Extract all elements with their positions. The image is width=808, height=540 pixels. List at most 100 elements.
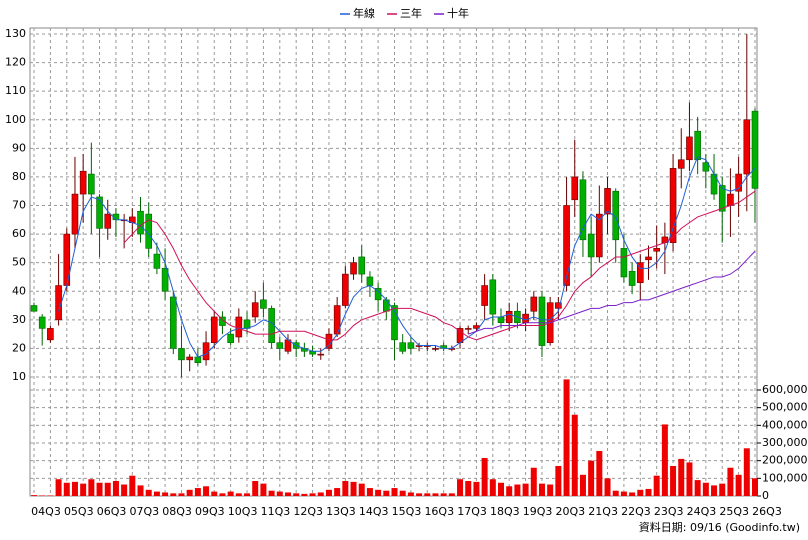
y2-tick-label: 200,000 — [762, 454, 808, 467]
volume-bar — [276, 491, 283, 496]
volume-bar — [39, 495, 46, 496]
candle-body — [194, 356, 202, 364]
x-tick-label: 23Q3 — [654, 505, 684, 518]
volume-bar — [629, 492, 636, 496]
candle-body — [186, 356, 193, 361]
volume-bar — [129, 475, 136, 496]
x-tick-label: 20Q3 — [556, 505, 586, 518]
volume-bar — [244, 493, 251, 496]
candle-body — [563, 205, 570, 286]
volume-bar — [366, 488, 373, 496]
y-tick-label: 130 — [5, 27, 26, 40]
candle-body — [456, 328, 464, 343]
volume-bar — [268, 490, 275, 496]
volume-bar — [391, 488, 398, 496]
volume-bar — [227, 491, 234, 496]
volume-bar — [325, 489, 332, 496]
x-tick-label: 09Q3 — [195, 505, 225, 518]
candle-body — [718, 185, 726, 212]
volume-bar — [219, 493, 226, 496]
candle-body — [653, 248, 660, 252]
y-tick-label: 70 — [12, 199, 26, 212]
volume-bar — [375, 489, 382, 496]
volume-bar — [55, 479, 62, 496]
volume-bar — [178, 493, 185, 496]
candle-body — [432, 348, 439, 350]
x-tick-label: 11Q3 — [261, 505, 291, 518]
y-tick-label: 30 — [12, 313, 26, 326]
y-tick-label: 100 — [5, 113, 26, 126]
volume-bar — [547, 484, 554, 496]
candle-body — [358, 256, 366, 275]
volume-bar — [137, 485, 144, 496]
candle-body — [702, 162, 710, 172]
x-tick-label: 08Q3 — [162, 505, 192, 518]
volume-bar — [498, 482, 505, 496]
legend-label: 十年 — [447, 6, 469, 20]
volume-bar — [571, 414, 578, 496]
volume-bar — [686, 462, 693, 496]
x-tick-label: 07Q3 — [129, 505, 159, 518]
candle-body — [522, 313, 529, 323]
y-tick-label: 20 — [12, 341, 26, 354]
volume-bar — [252, 480, 259, 496]
volume-bar — [424, 493, 431, 496]
volume-bar — [489, 479, 496, 496]
volume-bar — [334, 488, 341, 496]
candle-body — [153, 253, 161, 269]
candle-body — [79, 170, 87, 195]
candle-body — [530, 296, 538, 312]
y-tick-label: 120 — [5, 56, 26, 69]
candle-body — [30, 305, 38, 312]
y-tick-label: 40 — [12, 284, 26, 297]
candle-body — [243, 319, 251, 329]
volume-bar — [637, 489, 644, 496]
y-tick-label: 50 — [12, 256, 26, 269]
candle-body — [497, 316, 505, 323]
volume-bar — [399, 490, 406, 496]
volume-bar — [727, 467, 734, 496]
x-tick-label: 04Q3 — [31, 505, 61, 518]
volume-bar — [653, 475, 660, 496]
volume-bar — [383, 490, 390, 496]
legend-label: 三年 — [400, 6, 422, 20]
x-tick-label: 05Q3 — [64, 505, 94, 518]
volume-bar — [645, 488, 652, 496]
y-tick-label: 80 — [12, 170, 26, 183]
candle-body — [645, 256, 652, 261]
candle-body — [620, 248, 628, 278]
candle-body — [104, 213, 112, 229]
x-tick-label: 13Q3 — [326, 505, 356, 518]
volume-bar — [317, 492, 324, 496]
y2-tick-label: 600,000 — [762, 383, 808, 396]
x-tick-label: 26Q3 — [752, 505, 782, 518]
candle-body — [350, 262, 357, 275]
candle-body — [260, 299, 267, 309]
volume-bar — [284, 492, 291, 496]
volume-bar — [694, 480, 701, 496]
volume-bar — [612, 490, 619, 496]
volume-bar — [473, 481, 480, 496]
legend-label: 年線 — [353, 6, 375, 20]
volume-bar — [719, 483, 726, 496]
volume-bar — [514, 484, 521, 496]
candle-body — [47, 328, 54, 341]
candle-body — [251, 302, 259, 318]
volume-bar — [481, 458, 488, 496]
volume-bar — [162, 492, 169, 496]
footer: 資料日期: 09/16 (Goodinfo.tw) — [639, 520, 800, 534]
volume-bar — [211, 491, 218, 496]
candle-body — [505, 310, 513, 323]
volume-bar — [88, 479, 95, 496]
x-tick-label: 06Q3 — [97, 505, 127, 518]
volume-bar — [670, 465, 677, 496]
volume-bar — [743, 448, 750, 496]
volume-bar — [506, 486, 513, 496]
candle-body — [743, 119, 751, 175]
volume-bar — [96, 482, 103, 496]
ma-line — [123, 190, 756, 341]
x-tick-label: 12Q3 — [293, 505, 323, 518]
candle-body — [481, 285, 488, 306]
candle-body — [38, 316, 46, 329]
volume-bar — [112, 480, 119, 496]
